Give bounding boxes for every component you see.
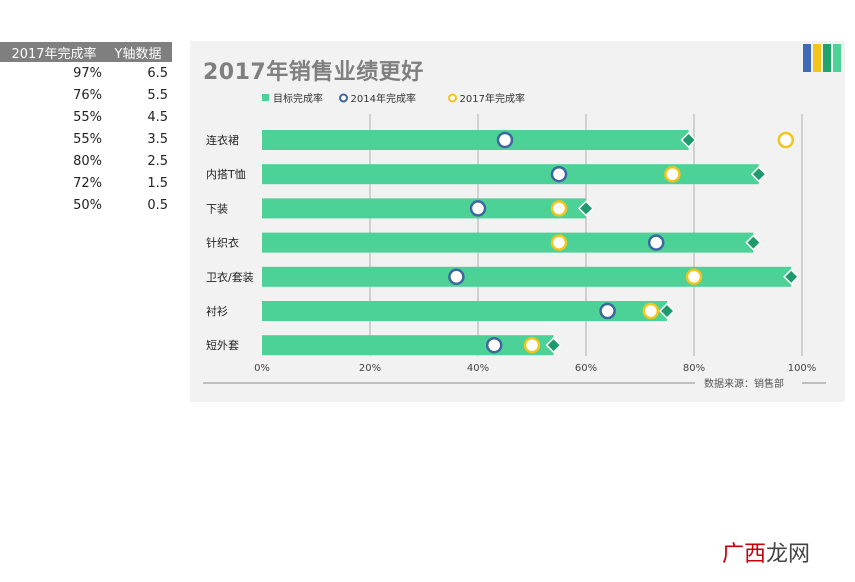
- x-tick-label: 40%: [467, 363, 489, 374]
- target-bar[interactable]: [262, 198, 586, 219]
- category-label: 短外套: [206, 338, 239, 352]
- table-row[interactable]: 80% 2.5: [0, 150, 172, 172]
- legend-label: 2017年完成率: [460, 92, 525, 105]
- legend-label: 2014年完成率: [351, 92, 416, 105]
- point-2017[interactable]: [664, 165, 681, 183]
- point-2017[interactable]: [685, 268, 703, 286]
- header-2017-rate: 2017年完成率: [11, 46, 97, 62]
- target-diamond-marker[interactable]: [658, 302, 676, 320]
- point-2014[interactable]: [485, 336, 503, 354]
- table-header: 2017年完成率 Y轴数据: [0, 42, 172, 62]
- point-2014[interactable]: [448, 268, 465, 286]
- dark-green-stripe-decoration: [823, 44, 831, 72]
- table-cell[interactable]: 55%: [73, 109, 102, 125]
- target-diamond-marker[interactable]: [545, 337, 562, 354]
- category-label: 连衣裙: [206, 133, 239, 147]
- data-table: 2017年完成率 Y轴数据 97% 6.5 76% 5.5 55% 4.5 55…: [0, 42, 172, 216]
- target-diamond-marker[interactable]: [750, 166, 767, 183]
- table-row[interactable]: 72% 1.5: [0, 172, 172, 194]
- table-row[interactable]: 97% 6.5: [0, 62, 172, 84]
- target-diamond-marker[interactable]: [783, 268, 800, 285]
- yellow-stripe-decoration: [813, 44, 821, 72]
- green-stripe-decoration: [833, 44, 841, 72]
- x-tick-label: 0%: [254, 363, 270, 374]
- table-cell[interactable]: 97%: [73, 65, 102, 81]
- table-cell[interactable]: 80%: [73, 153, 102, 169]
- category-label: 衬衫: [206, 305, 228, 318]
- legend-marker: [339, 93, 348, 103]
- table-row[interactable]: 50% 0.5: [0, 194, 172, 216]
- header-y-axis: Y轴数据: [114, 46, 162, 62]
- point-2017[interactable]: [777, 131, 795, 149]
- legend-marker: [262, 94, 269, 101]
- table-cell[interactable]: 6.5: [147, 65, 168, 81]
- point-2017[interactable]: [642, 302, 660, 320]
- table-cell[interactable]: 1.5: [147, 175, 168, 191]
- table-cell[interactable]: 5.5: [147, 87, 168, 103]
- table-cell[interactable]: 55%: [73, 131, 102, 147]
- watermark-logo: 广西龙网: [722, 536, 810, 568]
- category-label: 下装: [206, 202, 228, 215]
- table-cell[interactable]: 4.5: [147, 109, 168, 125]
- table-cell[interactable]: 72%: [73, 175, 102, 191]
- legend-label: 目标完成率: [273, 92, 323, 105]
- watermark-accent: 广西: [722, 542, 767, 567]
- point-2014[interactable]: [550, 165, 568, 183]
- table-cell[interactable]: 76%: [73, 87, 102, 103]
- table-row[interactable]: 55% 4.5: [0, 106, 172, 128]
- category-label: 卫衣/套装: [206, 270, 254, 284]
- table-row[interactable]: 76% 5.5: [0, 84, 172, 106]
- chart-panel[interactable]: 2017年销售业绩更好 0% 20% 40% 60% 80% 100% 目标完成率 2014年…: [190, 41, 845, 402]
- chart-title: 2017年销售业绩更好: [203, 60, 424, 85]
- bar-chart[interactable]: 0% 20% 40% 60% 80% 100% 目标完成率 2014年完成率 2017年完成率连…: [190, 41, 845, 402]
- point-2017[interactable]: [550, 234, 568, 251]
- source-note: 数据来源：销售部: [704, 377, 784, 390]
- category-label: 针织衣: [206, 236, 239, 250]
- point-2014[interactable]: [496, 131, 514, 149]
- point-2014[interactable]: [647, 234, 665, 251]
- target-bar[interactable]: [262, 301, 667, 321]
- target-diamond-marker[interactable]: [745, 234, 762, 251]
- point-2014[interactable]: [599, 302, 616, 320]
- target-bar[interactable]: [262, 266, 792, 287]
- table-cell[interactable]: 2.5: [147, 153, 168, 169]
- legend-marker: [448, 93, 457, 103]
- blue-stripe-decoration: [803, 44, 811, 72]
- table-row[interactable]: 55% 3.5: [0, 128, 172, 150]
- point-2017[interactable]: [523, 336, 541, 354]
- point-2014[interactable]: [469, 200, 487, 217]
- table-cell[interactable]: 3.5: [147, 131, 168, 147]
- x-tick-label: 60%: [575, 363, 597, 374]
- target-diamond-marker[interactable]: [577, 200, 595, 217]
- target-bar[interactable]: [262, 335, 554, 356]
- target-bar[interactable]: [262, 130, 689, 150]
- target-bar[interactable]: [262, 232, 754, 253]
- x-tick-label: 80%: [683, 363, 705, 374]
- table-cell[interactable]: 50%: [73, 197, 102, 213]
- target-diamond-marker[interactable]: [680, 131, 697, 149]
- table-cell[interactable]: 0.5: [147, 197, 168, 213]
- category-label: 内搭T恤: [206, 167, 246, 181]
- x-tick-label: 20%: [359, 363, 381, 374]
- x-tick-label: 100%: [788, 363, 817, 374]
- point-2017[interactable]: [550, 200, 568, 217]
- watermark-rest: 龙网: [766, 542, 811, 567]
- target-bar[interactable]: [262, 164, 759, 185]
